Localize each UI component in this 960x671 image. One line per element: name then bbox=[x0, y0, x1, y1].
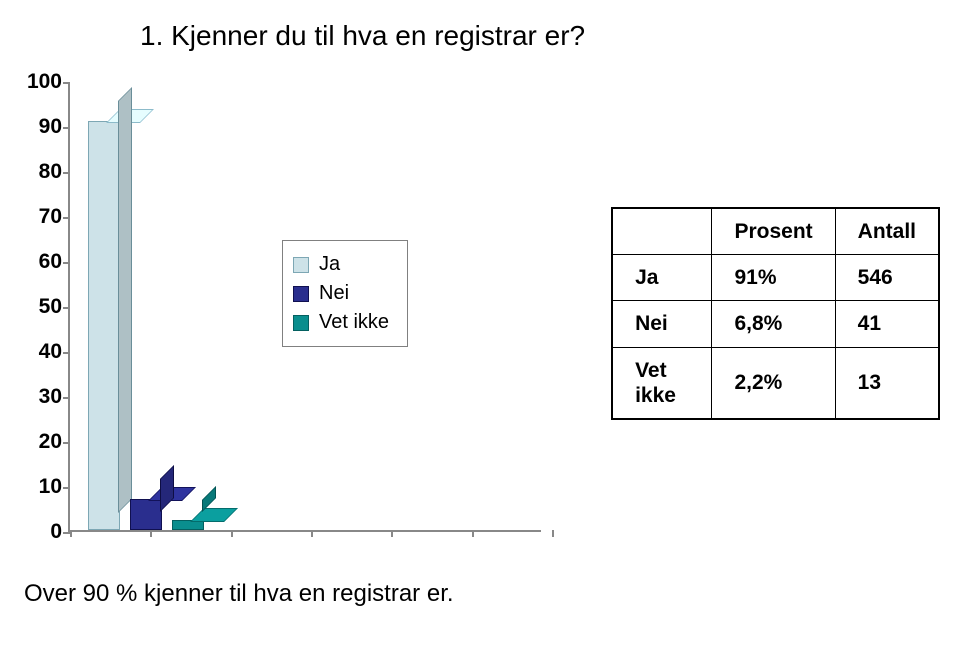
table-row: Vet ikke2,2%13 bbox=[612, 347, 939, 419]
table-header-row: ProsentAntall bbox=[612, 208, 939, 255]
x-tick-mark bbox=[391, 530, 393, 537]
bar-group bbox=[88, 82, 268, 530]
y-tick-label: 100 bbox=[27, 70, 62, 94]
table-header-cell bbox=[612, 208, 712, 255]
y-tick-mark bbox=[63, 172, 70, 174]
x-tick-mark bbox=[311, 530, 313, 537]
y-tick-label: 30 bbox=[39, 385, 62, 409]
table-cell: 13 bbox=[835, 347, 939, 419]
y-tick-mark bbox=[63, 307, 70, 309]
y-axis: 0102030405060708090100 bbox=[20, 82, 68, 562]
legend-swatch bbox=[293, 257, 309, 273]
table-row: Ja91%546 bbox=[612, 255, 939, 301]
y-tick-mark bbox=[63, 262, 70, 264]
bar bbox=[172, 520, 204, 530]
y-tick-label: 80 bbox=[39, 160, 62, 184]
legend-label: Nei bbox=[319, 282, 349, 305]
y-tick-mark bbox=[63, 442, 70, 444]
legend-item: Ja bbox=[293, 253, 389, 276]
legend-label: Ja bbox=[319, 253, 340, 276]
y-tick-mark bbox=[63, 127, 70, 129]
y-tick-label: 10 bbox=[39, 475, 62, 499]
x-tick-mark bbox=[472, 530, 474, 537]
table-header-cell: Prosent bbox=[712, 208, 835, 255]
table-header-cell: Antall bbox=[835, 208, 939, 255]
y-tick-mark bbox=[63, 532, 70, 534]
bar bbox=[88, 121, 120, 531]
legend: Ja Nei Vet ikke bbox=[282, 240, 408, 347]
table-cell: Nei bbox=[612, 301, 712, 347]
legend-item: Vet ikke bbox=[293, 311, 389, 334]
y-tick-mark bbox=[63, 397, 70, 399]
y-tick-label: 0 bbox=[50, 520, 62, 544]
chart-title: 1. Kjenner du til hva en registrar er? bbox=[140, 20, 940, 52]
bar-chart: 0102030405060708090100 JaNeiVet ikke bbox=[20, 82, 541, 562]
table-body: Ja91%546Nei6,8%41Vet ikke2,2%13 bbox=[612, 255, 939, 419]
y-tick-mark bbox=[63, 82, 70, 84]
table-cell: 91% bbox=[712, 255, 835, 301]
legend-swatch bbox=[293, 286, 309, 302]
y-tick-mark bbox=[63, 352, 70, 354]
y-tick-mark bbox=[63, 217, 70, 219]
data-table: ProsentAntall Ja91%546Nei6,8%41Vet ikke2… bbox=[611, 207, 940, 420]
table-cell: Vet ikke bbox=[612, 347, 712, 419]
table-cell: 2,2% bbox=[712, 347, 835, 419]
y-tick-label: 20 bbox=[39, 430, 62, 454]
content-row: 0102030405060708090100 JaNeiVet ikke Pro… bbox=[20, 72, 940, 562]
x-tick-mark bbox=[552, 530, 554, 537]
y-tick-label: 40 bbox=[39, 340, 62, 364]
chart-caption: Over 90 % kjenner til hva en registrar e… bbox=[24, 580, 940, 608]
bar bbox=[130, 499, 162, 530]
table-cell: 6,8% bbox=[712, 301, 835, 347]
y-tick-label: 70 bbox=[39, 205, 62, 229]
legend-swatch bbox=[293, 315, 309, 331]
x-tick-mark bbox=[231, 530, 233, 537]
legend-item: Nei bbox=[293, 282, 389, 305]
y-tick-mark bbox=[63, 487, 70, 489]
table-cell: Ja bbox=[612, 255, 712, 301]
table-cell: 41 bbox=[835, 301, 939, 347]
legend-label: Vet ikke bbox=[319, 311, 389, 334]
x-tick-mark bbox=[70, 530, 72, 537]
table-row: Nei6,8%41 bbox=[612, 301, 939, 347]
table-cell: 546 bbox=[835, 255, 939, 301]
y-tick-label: 90 bbox=[39, 115, 62, 139]
y-tick-label: 50 bbox=[39, 295, 62, 319]
y-tick-label: 60 bbox=[39, 250, 62, 274]
x-tick-mark bbox=[150, 530, 152, 537]
